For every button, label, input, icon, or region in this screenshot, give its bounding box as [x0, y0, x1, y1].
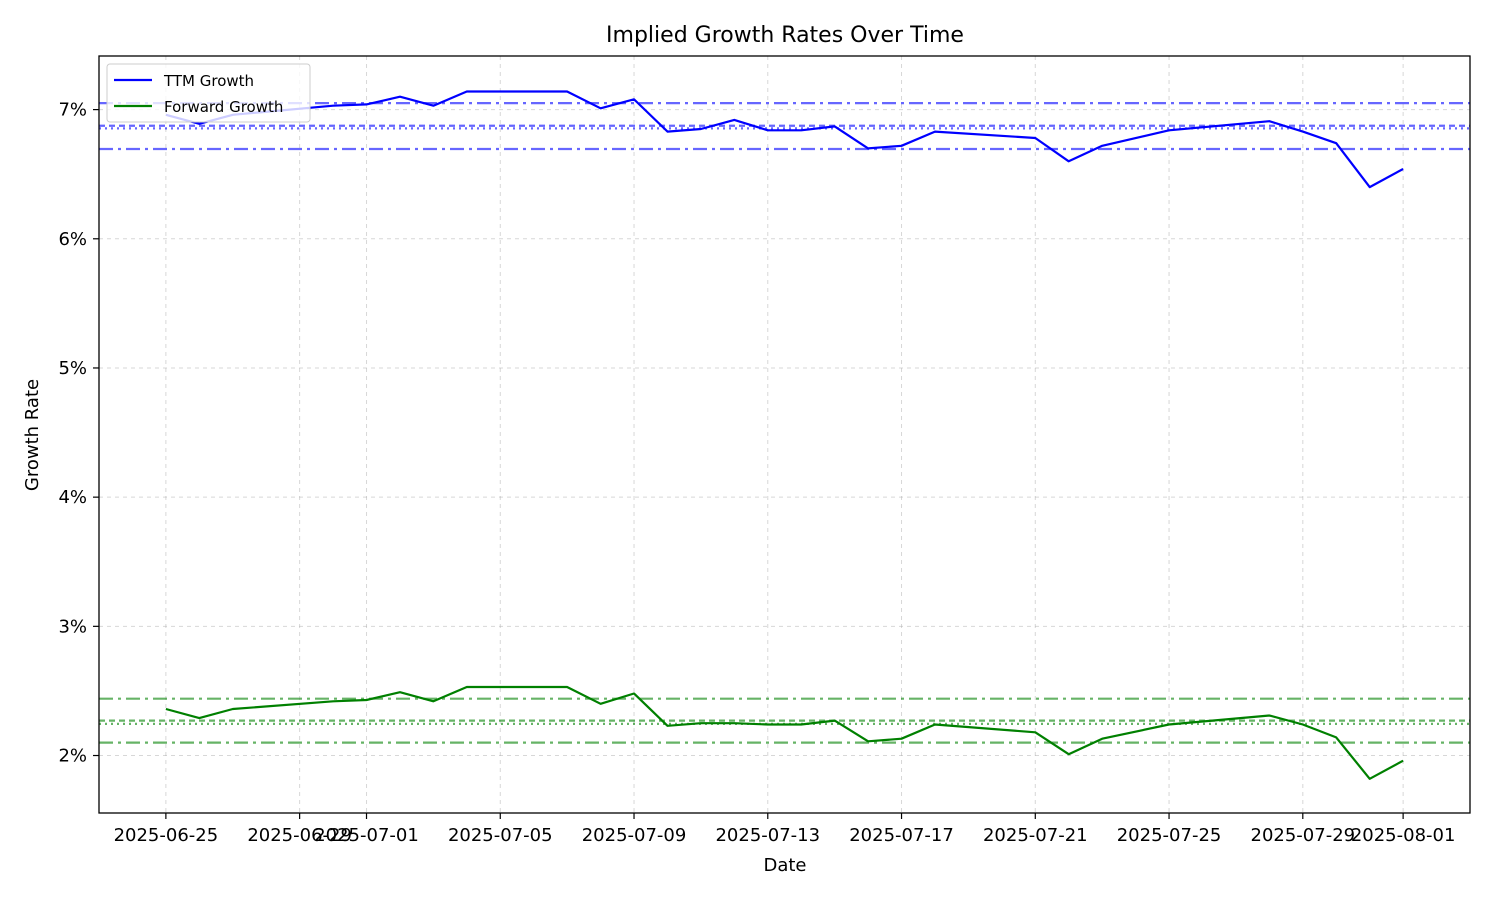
y-tick-label: 6% [58, 229, 87, 250]
x-tick-label: 2025-07-01 [314, 825, 419, 846]
series-line [165, 685, 1404, 780]
x-tick-label: 2025-07-25 [1117, 825, 1222, 846]
legend-box [106, 63, 311, 123]
x-tick-label: 2025-07-21 [983, 825, 1088, 846]
plot-frame [98, 55, 1471, 814]
x-tick-label: 2025-06-29 [247, 825, 352, 846]
y-tick-label: 2% [58, 746, 87, 767]
series-lines [165, 90, 1404, 780]
chart-title: Implied Growth Rates Over Time [606, 23, 964, 48]
legend-label-ttm: TTM Growth [163, 72, 254, 90]
reference-lines [99, 102, 1470, 744]
y-axis-label: Growth Rate [22, 379, 43, 491]
y-axis-ticks: 2% 3% 4% 5% 6% 7% [58, 100, 99, 767]
x-tick-label: 2025-07-13 [715, 825, 820, 846]
x-tick-label: 2025-08-01 [1351, 825, 1456, 846]
series-line [165, 90, 1404, 189]
x-tick-label: 2025-07-17 [849, 825, 954, 846]
y-tick-label: 7% [58, 100, 87, 121]
y-tick-label: 3% [58, 616, 87, 637]
x-tick-label: 2025-07-09 [582, 825, 687, 846]
x-axis-label: Date [763, 855, 806, 876]
y-tick-label: 4% [58, 487, 87, 508]
x-tick-label: 2025-06-25 [114, 825, 219, 846]
grid [99, 56, 1470, 813]
x-tick-label: 2025-07-05 [448, 825, 553, 846]
legend-label-forward: Forward Growth [164, 98, 283, 116]
x-tick-label: 2025-07-29 [1251, 825, 1356, 846]
y-tick-label: 5% [58, 358, 87, 379]
legend: TTM Growth Forward Growth [106, 63, 311, 123]
